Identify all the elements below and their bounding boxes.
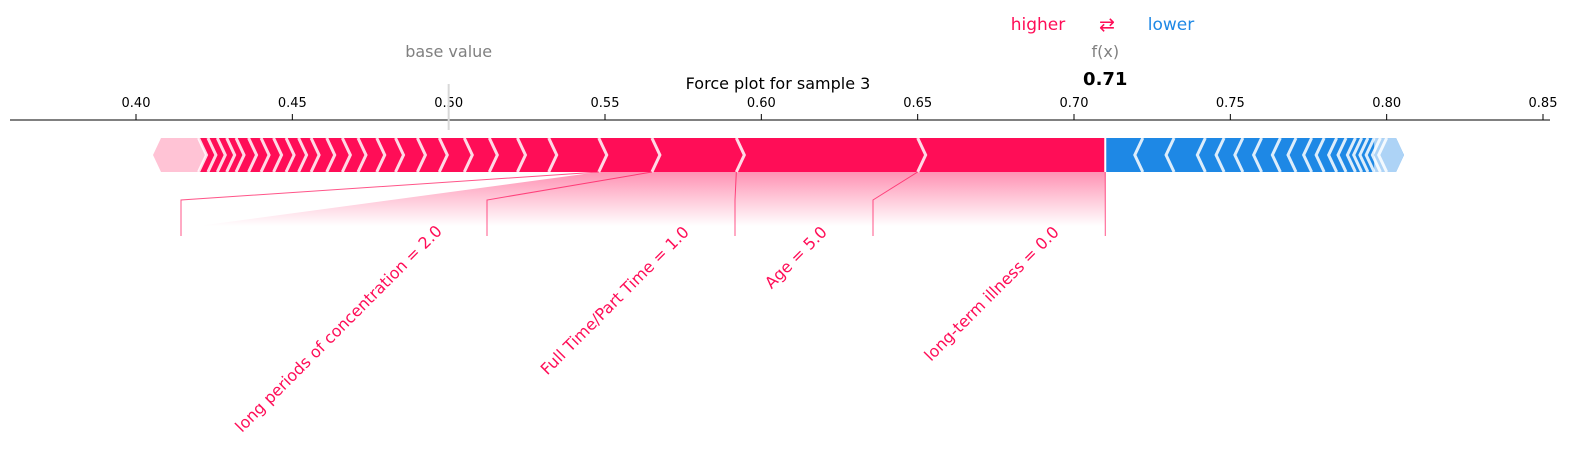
tick-label: 0.75 bbox=[1216, 96, 1245, 111]
positive-chevron bbox=[416, 137, 428, 173]
fx-label: f(x) bbox=[1091, 42, 1119, 61]
positive-chevron bbox=[341, 137, 353, 173]
negative-chevron bbox=[1214, 137, 1226, 173]
positive-chevron bbox=[284, 137, 296, 173]
bars-group bbox=[153, 137, 1405, 173]
base-value-label: base value bbox=[405, 42, 492, 61]
tick-label: 0.80 bbox=[1372, 96, 1401, 111]
positive-chevron bbox=[215, 137, 227, 173]
positive-chevron bbox=[437, 137, 449, 173]
feature-label: Age = 5.0 bbox=[761, 222, 831, 292]
feature-labels-group: long periods of concentration = 2.0 Full … bbox=[231, 221, 1063, 436]
positive-chevron bbox=[325, 137, 337, 173]
feature-connector bbox=[872, 171, 918, 236]
output-value: 0.71 bbox=[1083, 69, 1127, 90]
positive-chevron bbox=[206, 137, 218, 173]
positive-chevron bbox=[197, 137, 209, 173]
legend-arrows-icon: ⇄ bbox=[1099, 14, 1115, 36]
shade-group bbox=[198, 172, 1106, 226]
tick-label: 0.55 bbox=[591, 96, 620, 111]
positive-chevron bbox=[462, 137, 474, 173]
positive-chevron bbox=[225, 137, 237, 173]
negative-chevron bbox=[1326, 137, 1338, 173]
positive-chevron bbox=[259, 137, 271, 173]
positive-chevron bbox=[394, 137, 406, 173]
positive-feature-chevron bbox=[916, 137, 928, 173]
negative-chevron bbox=[1270, 137, 1282, 173]
negative-chevron bbox=[1133, 137, 1145, 173]
positive-chevron bbox=[247, 137, 259, 173]
negative-chevron bbox=[1251, 137, 1263, 173]
negative-chevron bbox=[1364, 137, 1376, 173]
negative-chevron bbox=[1314, 137, 1326, 173]
positive-chevron bbox=[547, 137, 559, 173]
negative-chevron bbox=[1164, 137, 1176, 173]
feature-label: long-term illness = 0.0 bbox=[920, 222, 1062, 364]
tick-label: 0.65 bbox=[903, 96, 932, 111]
negative-chevron bbox=[1233, 137, 1245, 173]
tick-label: 0.45 bbox=[278, 96, 307, 111]
positive-chevron bbox=[597, 137, 609, 173]
positive-chevron bbox=[272, 137, 284, 173]
positive-chevron bbox=[487, 137, 499, 173]
negative-chevron bbox=[1377, 137, 1389, 173]
connectors-group bbox=[180, 171, 1106, 236]
negative-chevron bbox=[1358, 137, 1370, 173]
positive-chevron bbox=[516, 137, 528, 173]
negative-chevron bbox=[1195, 137, 1207, 173]
tick-label: 0.85 bbox=[1529, 96, 1558, 111]
negative-chevron bbox=[1286, 137, 1298, 173]
feature-label: long periods of concentration = 2.0 bbox=[231, 221, 446, 436]
feature-connector bbox=[734, 171, 737, 236]
negative-chevron bbox=[1345, 137, 1357, 173]
positive-chevron bbox=[375, 137, 387, 173]
positive-faded-bar bbox=[153, 138, 207, 172]
positive-feature-chevron bbox=[734, 137, 746, 173]
legend-higher: higher bbox=[1011, 15, 1066, 35]
negative-chevron bbox=[1301, 137, 1313, 173]
shaded-area bbox=[198, 172, 1106, 226]
negative-chevron bbox=[1351, 137, 1364, 173]
positive-chevron bbox=[356, 137, 368, 173]
tick-label: 0.40 bbox=[122, 96, 151, 111]
feature-connector bbox=[180, 171, 599, 236]
positive-chevron bbox=[297, 137, 309, 173]
positive-chevron bbox=[309, 137, 321, 173]
legend-lower: lower bbox=[1148, 15, 1194, 35]
tick-group: 0.400.450.500.550.600.650.700.750.800.85 bbox=[122, 96, 1558, 120]
negative-chevron bbox=[1370, 137, 1382, 173]
positive-feature-chevron bbox=[650, 137, 662, 173]
positive-chevron bbox=[234, 137, 246, 173]
tick-label: 0.70 bbox=[1060, 96, 1089, 111]
positive-bar bbox=[198, 138, 1106, 172]
feature-label: Full Time/Part Time = 1.0 bbox=[537, 222, 693, 378]
chart-title: Force plot for sample 3 bbox=[686, 74, 871, 93]
feature-connector bbox=[486, 171, 652, 236]
negative-chevron bbox=[1336, 137, 1348, 173]
tick-label: 0.60 bbox=[747, 96, 776, 111]
